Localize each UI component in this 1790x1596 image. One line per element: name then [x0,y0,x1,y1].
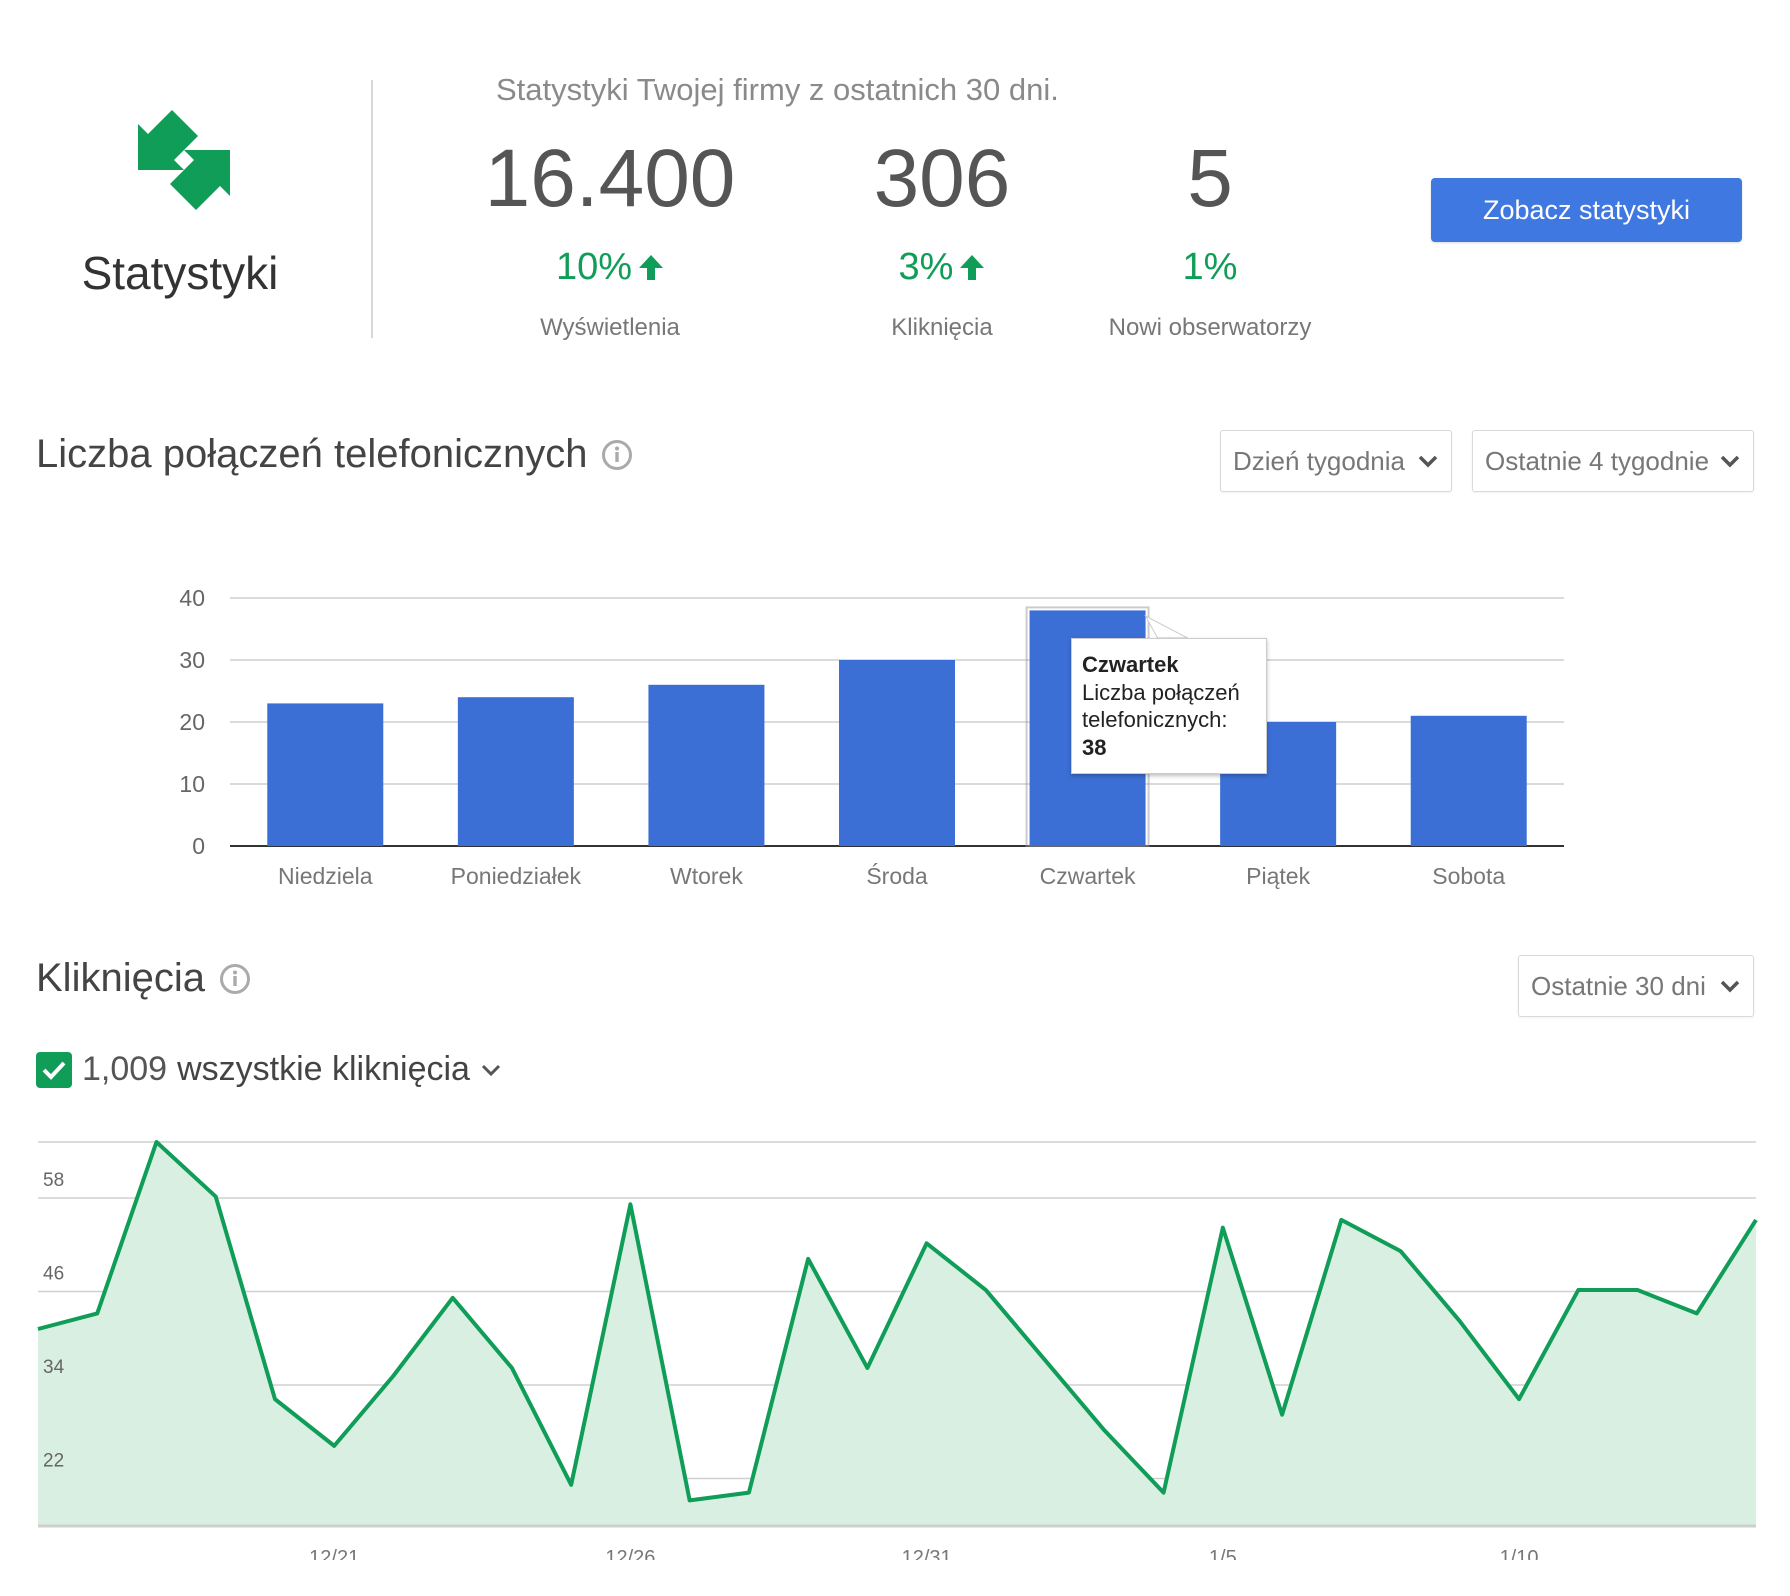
stat-change-value: 3% [898,246,954,288]
tooltip-pointer [1144,614,1188,639]
x-tick-label: 12/26 [605,1547,655,1560]
calls-bar-chart: 0 10 20 30 40 Niedziela Poniedziałek Wtorek Środ… [179,585,1564,889]
chevron-down-icon[interactable] [480,1063,502,1077]
y-tick-label: 20 [179,709,205,735]
clicks-legend[interactable]: 1,009 wszystkie kliknięcia [36,1050,502,1089]
clicks-title-text: Kliknięcia [36,956,205,1000]
stat-change-value: 1% [1182,246,1238,288]
clicks-section-title: Kliknięcia [36,956,251,1001]
dropdown-value: Ostatnie 30 dni [1531,970,1706,1001]
info-icon[interactable] [219,963,251,995]
dropdown-value: Ostatnie 4 tygodnie [1485,445,1710,476]
y-tick-label: 46 [43,1264,64,1285]
y-tick-label: 58 [43,1170,64,1191]
stats-subtitle: Statystyki Twojej firmy z ostatnich 30 d… [496,72,1059,107]
info-icon[interactable] [601,439,633,471]
up-arrow-icon [960,255,985,280]
dropdown-value: Dzień tygodnia [1233,445,1405,476]
stat-value: 5 [1187,133,1233,224]
x-tick-label: Poniedziałek [451,863,582,889]
x-tick-label: Środa [866,862,928,889]
chevron-down-icon [1720,980,1740,993]
series-line [37,1140,1758,1503]
clicks-area-chart: 22 34 46 58 12/21 12/26 12/31 1/5 1/10 [37,1140,1758,1560]
page-title: Statystyki [81,247,279,299]
bar [457,697,574,846]
stat-new-followers: 5 1% Nowi obserwatorzy [1030,138,1390,340]
bar [1410,715,1527,846]
x-tick-label: Piątek [1246,863,1310,889]
y-tick-label: 0 [192,833,205,859]
chevron-down-icon [1720,455,1740,468]
y-tick-label: 10 [179,771,205,797]
day-of-week-dropdown[interactable]: Dzień tygodnia [1220,430,1452,492]
period-dropdown[interactable]: Ostatnie 4 tygodnie [1472,430,1754,492]
area-fill [38,1142,1756,1526]
view-statistics-button[interactable]: Zobacz statystyki [1431,178,1742,242]
legend-count: 1,009 [82,1050,168,1088]
tooltip-title: Czwartek [1082,652,1179,677]
stat-change-value: 10% [555,246,633,288]
calls-title-text: Liczba połączeń telefonicznych [36,432,588,476]
up-arrow-icon [639,255,664,280]
tooltip-value: 38 [1082,734,1107,760]
tooltip-label: Liczba połączeń telefonicznych: [1082,679,1240,733]
x-tick-label: 12/21 [309,1547,359,1560]
bar [839,660,955,846]
stat-value: 306 [873,133,1011,224]
checkmark-icon [42,1061,66,1080]
stat-label: Kliknięcia [891,314,993,341]
series-checkbox[interactable] [36,1051,72,1088]
statistics-logo-icon [136,108,232,212]
x-tick-label: Czwartek [1040,863,1136,889]
stat-change: 1% [1030,248,1390,286]
bar [267,703,384,846]
x-tick-label: Niedziela [278,863,373,889]
stat-label: Wyświetlenia [540,314,680,341]
stat-clicks: 306 3% Kliknięcia [762,138,1122,340]
x-tick-label: 1/10 [1500,1547,1539,1560]
y-tick-label: 22 [43,1451,64,1472]
y-tick-label: 40 [179,585,205,611]
stat-change: 3% [762,248,1122,286]
stat-views: 16.400 10% Wyświetlenia [430,138,790,340]
chevron-down-icon [1418,455,1438,468]
y-tick-label: 34 [43,1357,65,1378]
legend-label: wszystkie kliknięcia [177,1050,470,1088]
x-tick-label: 1/5 [1209,1547,1237,1560]
clicks-period-dropdown[interactable]: Ostatnie 30 dni [1518,955,1754,1017]
divider [371,80,373,338]
stat-label: Nowi obserwatorzy [1108,314,1312,341]
bar-tooltip: Czwartek Liczba połączeń telefonicznych:… [1071,638,1267,774]
bar [648,684,765,846]
y-tick-label: 30 [179,647,205,673]
x-tick-label: 12/31 [902,1547,952,1560]
stat-value: 16.400 [484,133,736,224]
stat-change: 10% [430,248,790,286]
x-tick-label: Sobota [1432,863,1505,889]
x-tick-label: Wtorek [670,863,743,889]
calls-section-title: Liczba połączeń telefonicznych [36,432,633,477]
